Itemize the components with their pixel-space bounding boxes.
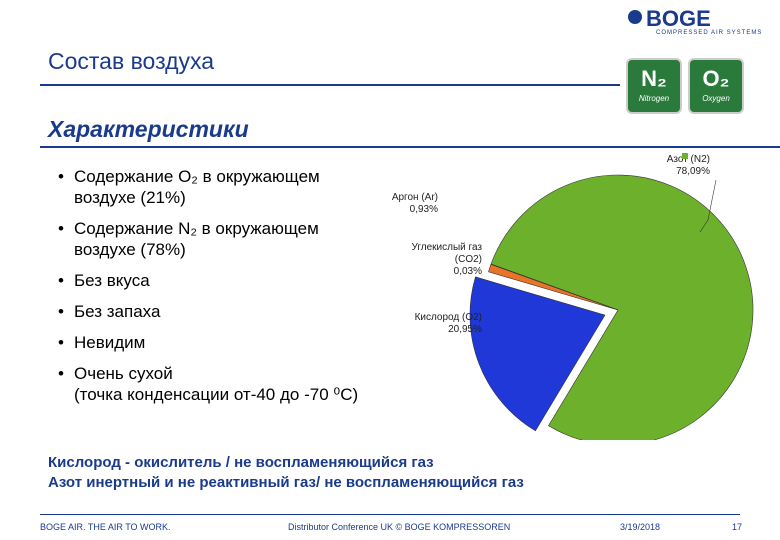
slice-value-label: 0,93% xyxy=(410,204,438,215)
rule xyxy=(40,514,740,515)
badge-name: Oxygen xyxy=(702,94,730,103)
footer-date: 3/19/2018 xyxy=(620,522,661,532)
footer-slogan: BOGE AIR. THE AIR TO WORK. xyxy=(40,522,171,532)
note: Кислород - окислитель / не воспламеняющи… xyxy=(48,454,434,471)
bullet-list: Содержание O₂ в окружающем воздухе (21%)… xyxy=(52,166,358,405)
pie-chart: Азот (N2)78,09% Кислород (O2)20,95% Аргон … xyxy=(392,153,754,440)
badge: O₂ Oxygen xyxy=(688,58,744,114)
logo-mark xyxy=(628,10,642,24)
bullet: Очень сухой (точка конденсации от-40 до … xyxy=(52,363,358,405)
footer-page: 17 xyxy=(732,522,743,532)
badge: N₂ Nitrogen xyxy=(626,58,682,114)
pie-slice xyxy=(469,276,606,432)
leader-line xyxy=(699,179,717,233)
badge-symbol: O₂ xyxy=(702,66,730,91)
bullet: Содержание N₂ в окружающем воздухе (78%) xyxy=(52,218,358,260)
logo: BOGE xyxy=(646,6,711,31)
logo-tagline: COMPRESSED AIR SYSTEMS xyxy=(656,30,763,36)
bullet: Содержание O₂ в окружающем воздухе (21%) xyxy=(52,166,358,208)
note: Азот инертный и не реактивный газ/ не во… xyxy=(48,474,524,491)
slice-value-label: 20,95% xyxy=(448,324,482,335)
rule xyxy=(40,146,780,148)
slice-label: Азот (N2) xyxy=(667,154,710,165)
pie-slice xyxy=(490,263,619,311)
bullet: Без вкуса xyxy=(52,270,358,291)
bullet: Невидим xyxy=(52,332,358,353)
slice-label: Углекислый газ (CO2) xyxy=(411,242,482,265)
subtitle: Характеристики xyxy=(48,116,249,142)
footer-event: Distributor Conference UK © BOGE KOMPRES… xyxy=(288,522,511,532)
title: Состав воздуха xyxy=(48,48,215,74)
legend-swatch xyxy=(682,153,688,159)
pie-slice xyxy=(490,174,754,440)
rule xyxy=(40,84,620,86)
bullet: Без запаха xyxy=(52,301,358,322)
badge-name: Nitrogen xyxy=(638,94,670,103)
slice-label: Аргон (Ar) xyxy=(392,192,438,203)
slice-label: Кислород (O2) xyxy=(415,312,482,323)
slice-value-label: 0,03% xyxy=(454,266,482,277)
slice-value-label: 78,09% xyxy=(676,166,710,177)
badge-symbol: N₂ xyxy=(641,66,667,91)
